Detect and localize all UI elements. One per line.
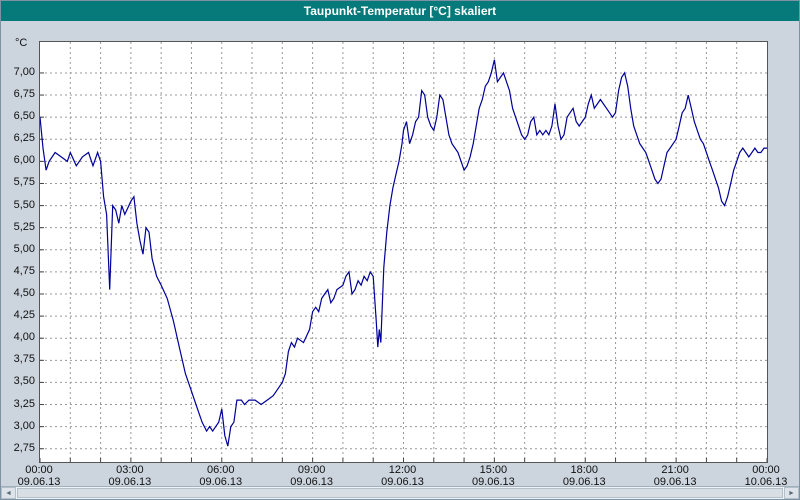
y-tick-label: 5,50 xyxy=(13,198,35,211)
x-tick-time: 00:00 xyxy=(25,464,53,476)
right-arrow-icon: ► xyxy=(788,489,795,497)
x-tick-label: 12:00 09.06.13 xyxy=(381,464,424,488)
y-tick-label: 4,00 xyxy=(13,331,35,344)
y-tick-label: 7,00 xyxy=(13,65,35,78)
x-tick-date: 09.06.13 xyxy=(381,476,424,488)
y-tick-label: 3,00 xyxy=(13,419,35,432)
x-tick-time: 12:00 xyxy=(388,464,417,476)
x-tick-date: 09.06.13 xyxy=(108,476,152,488)
y-tick-label: 6,00 xyxy=(13,154,35,167)
x-tick-time: 06:00 xyxy=(206,464,235,476)
y-axis-unit-label: °C xyxy=(15,37,28,49)
x-axis-labels: 00:00 09.06.13 03:00 09.06.13 06:00 09.06.13 0… xyxy=(18,464,788,490)
x-tick-label: 21:00 09.06.13 xyxy=(654,464,697,488)
x-tick-label: 18:00 09.06.13 xyxy=(563,464,606,488)
left-arrow-icon: ◄ xyxy=(5,489,12,497)
y-tick-label: 5,75 xyxy=(13,176,35,189)
y-tick-label: 2,75 xyxy=(13,441,35,454)
x-tick-date: 09.06.13 xyxy=(17,476,61,488)
scrollbar-thumb[interactable] xyxy=(17,488,783,498)
y-tick-label: 6,75 xyxy=(13,88,35,101)
horizontal-scrollbar[interactable]: ◄ ► xyxy=(1,486,799,499)
x-tick-date: 09.06.13 xyxy=(290,476,334,488)
x-tick-time: 03:00 xyxy=(116,464,144,476)
x-tick-label: 00:00 10.06.13 xyxy=(745,464,788,488)
y-tick-label: 6,50 xyxy=(13,110,35,123)
dewpoint-line-series xyxy=(40,59,767,447)
x-tick-time: 18:00 xyxy=(570,464,599,476)
y-tick-label: 3,50 xyxy=(13,375,35,388)
x-tick-date: 09.06.13 xyxy=(653,476,697,488)
x-tick-label: 00:00 09.06.13 xyxy=(18,464,61,488)
scrollbar-right-button[interactable]: ► xyxy=(784,487,799,499)
y-tick-label: 3,75 xyxy=(13,353,35,366)
x-tick-date: 09.06.13 xyxy=(199,476,243,488)
x-tick-time: 00:00 xyxy=(752,464,780,476)
x-tick-date: 09.06.13 xyxy=(562,476,606,488)
x-tick-label: 09:00 09.06.13 xyxy=(290,464,333,488)
x-tick-label: 06:00 09.06.13 xyxy=(199,464,242,488)
x-tick-time: 15:00 xyxy=(479,464,508,476)
y-tick-label: 4,75 xyxy=(13,264,35,277)
x-tick-date: 09.06.13 xyxy=(471,476,515,488)
y-tick-label: 4,25 xyxy=(13,309,35,322)
y-tick-label: 6,25 xyxy=(13,132,35,145)
scrollbar-left-button[interactable]: ◄ xyxy=(1,487,16,499)
x-tick-label: 03:00 09.06.13 xyxy=(108,464,151,488)
y-tick-label: 3,25 xyxy=(13,397,35,410)
x-tick-time: 21:00 xyxy=(661,464,689,476)
y-axis-labels: 7,00 6,75 6,50 6,25 6,00 5,75 5,50 5,25 5,00 4,75… xyxy=(1,41,37,461)
y-tick-label: 5,00 xyxy=(13,242,35,255)
y-tick-label: 5,25 xyxy=(13,220,35,233)
chart-canvas xyxy=(40,42,767,462)
y-tick-label: 4,50 xyxy=(13,287,35,299)
x-tick-label: 15:00 09.06.13 xyxy=(472,464,515,488)
chart-title: Taupunkt-Temperatur [°C] skaliert xyxy=(303,4,497,18)
x-tick-date: 10.06.13 xyxy=(744,476,788,488)
x-tick-time: 09:00 xyxy=(297,464,326,476)
title-bar: Taupunkt-Temperatur [°C] skaliert xyxy=(1,1,799,21)
chart-plot-area xyxy=(39,41,768,463)
